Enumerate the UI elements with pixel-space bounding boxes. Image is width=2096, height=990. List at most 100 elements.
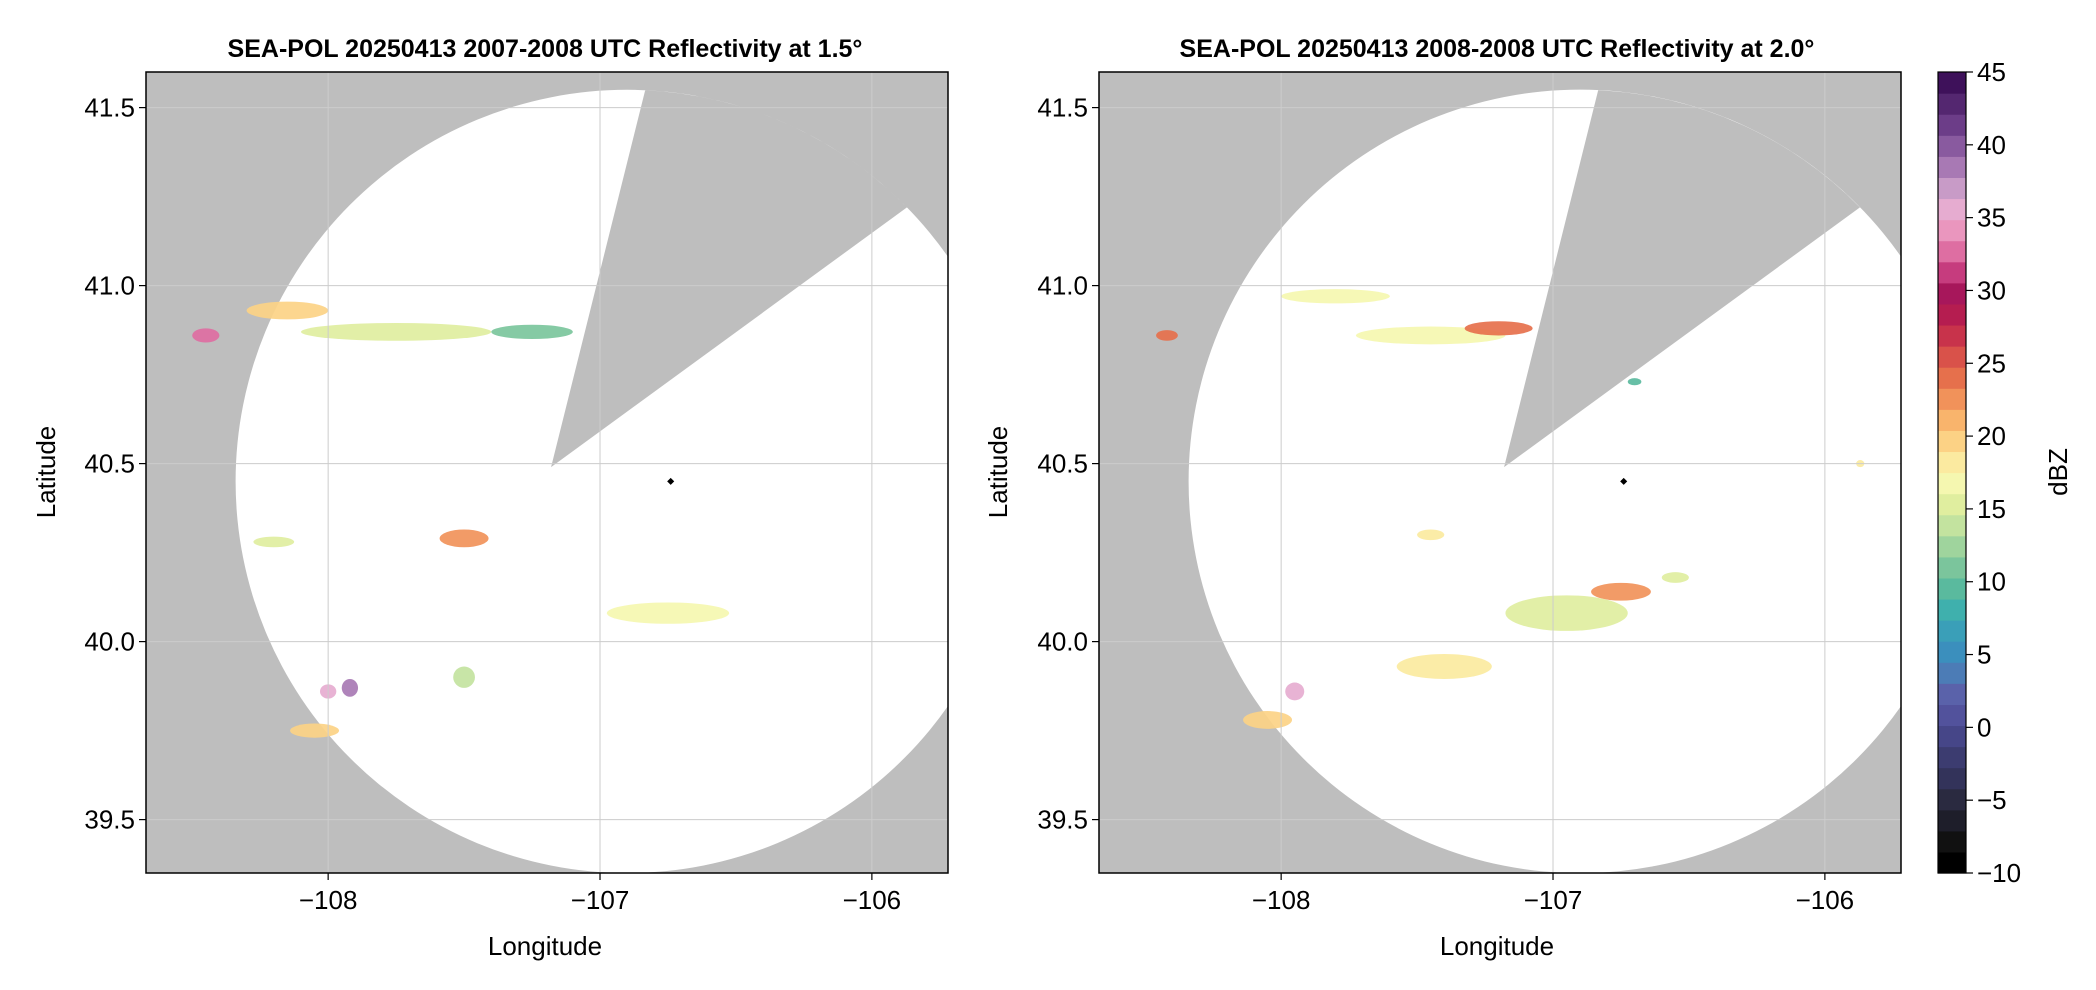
reflectivity-echo — [246, 301, 329, 320]
colorbar-segment — [1938, 472, 1966, 495]
panel-left-y-axis-label: Latitude — [31, 426, 61, 519]
colorbar: −10 −5 0 5 10 15 20 25 30 35 40 45 dBZ — [1937, 57, 2073, 888]
reflectivity-echo — [1505, 595, 1628, 631]
panel-right-title: SEA-POL 20250413 2008-2008 UTC Reflectiv… — [1180, 35, 1815, 63]
colorbar-segment — [1938, 683, 1966, 705]
reflectivity-echo — [300, 322, 492, 341]
panel-right-reflectivity-echoes — [1156, 289, 1865, 729]
colorbar-tick-label: 15 — [1977, 494, 2006, 524]
panel-right: SEA-POL 20250413 2008-2008 UTC Reflectiv… — [983, 35, 1902, 961]
colorbar-segment — [1938, 324, 1966, 347]
colorbar-segment — [1938, 346, 1966, 368]
colorbar-segment — [1938, 72, 1966, 94]
colorbar-segment — [1938, 282, 1966, 305]
colorbar-segment — [1938, 303, 1966, 326]
y-tick-label: 40.5 — [84, 449, 135, 479]
reflectivity-echo — [1243, 711, 1293, 729]
reflectivity-echo — [253, 536, 295, 548]
y-tick-label: 41.0 — [84, 271, 135, 301]
reflectivity-echo — [606, 602, 730, 624]
colorbar-segment — [1938, 662, 1966, 684]
reflectivity-echo — [1627, 378, 1642, 386]
panel-right-x-ticks: −108 −107 −106 — [1252, 873, 1854, 915]
reflectivity-echo — [1591, 582, 1651, 601]
panel-left: SEA-POL 20250413 2007-2008 UTC Reflectiv… — [31, 35, 949, 961]
panel-left-x-ticks: −108 −107 −106 — [299, 873, 901, 915]
colorbar-segment — [1938, 93, 1966, 115]
colorbar-segment — [1938, 704, 1966, 727]
panel-left-title: SEA-POL 20250413 2007-2008 UTC Reflectiv… — [228, 35, 863, 63]
colorbar-tick-label: 45 — [1977, 57, 2006, 87]
reflectivity-echo — [192, 328, 220, 343]
colorbar-tick-label: 20 — [1977, 421, 2006, 451]
colorbar-tick-label: 0 — [1977, 712, 1991, 742]
reflectivity-echo — [1285, 682, 1305, 701]
colorbar-segment — [1938, 535, 1966, 558]
colorbar-segment — [1938, 177, 1966, 200]
colorbar-segment — [1938, 577, 1966, 600]
x-tick-label: −106 — [843, 885, 902, 915]
colorbar-segment — [1938, 156, 1966, 178]
colorbar-segment — [1938, 556, 1966, 579]
colorbar-segment — [1938, 198, 1966, 221]
y-tick-label: 41.0 — [1037, 271, 1088, 301]
colorbar-color-blocks — [1938, 72, 1966, 874]
x-tick-label: −108 — [299, 885, 358, 915]
colorbar-segment — [1938, 493, 1966, 516]
colorbar-tick-label: 25 — [1977, 348, 2006, 378]
y-tick-label: 39.5 — [84, 805, 135, 835]
colorbar-segment — [1938, 114, 1966, 136]
colorbar-label: dBZ — [2043, 448, 2073, 496]
panel-right-y-ticks: 39.5 40.0 40.5 41.0 41.5 — [1037, 93, 1099, 835]
x-tick-label: −107 — [1524, 885, 1583, 915]
panel-left-reflectivity-echoes — [192, 301, 730, 738]
reflectivity-echo — [1661, 572, 1689, 583]
y-tick-label: 40.0 — [1037, 627, 1088, 657]
colorbar-segment — [1938, 388, 1966, 410]
reflectivity-echo — [453, 666, 475, 688]
colorbar-tick-label: −10 — [1977, 858, 2021, 888]
reflectivity-echo — [341, 678, 359, 697]
colorbar-segment — [1938, 135, 1966, 157]
colorbar-segment — [1938, 767, 1966, 790]
colorbar-segment — [1938, 240, 1966, 263]
reflectivity-echo — [439, 529, 489, 548]
colorbar-segment — [1938, 746, 1966, 769]
colorbar-segment — [1938, 219, 1966, 242]
panel-left-frame — [145, 71, 949, 874]
x-tick-label: −106 — [1796, 885, 1855, 915]
reflectivity-echo — [1396, 654, 1492, 679]
panel-right-grid — [1099, 72, 1901, 873]
reflectivity-echo — [1156, 330, 1178, 341]
y-tick-label: 41.5 — [1037, 93, 1088, 123]
colorbar-segment — [1938, 261, 1966, 284]
colorbar-segment — [1938, 788, 1966, 811]
panel-right-y-axis-label: Latitude — [983, 426, 1013, 519]
colorbar-segment — [1938, 430, 1966, 453]
colorbar-tick-label: 40 — [1977, 130, 2006, 160]
colorbar-tick-label: 5 — [1977, 640, 1991, 670]
y-tick-label: 40.5 — [1037, 449, 1088, 479]
panel-left-grid — [146, 72, 948, 873]
colorbar-segment — [1938, 830, 1966, 853]
colorbar-tick-label: −5 — [1977, 785, 2007, 815]
colorbar-frame — [1937, 71, 1967, 874]
y-tick-label: 39.5 — [1037, 805, 1088, 835]
colorbar-tick-label: 35 — [1977, 203, 2006, 233]
y-tick-label: 40.0 — [84, 627, 135, 657]
colorbar-ticks: −10 −5 0 5 10 15 20 25 30 35 40 45 — [1966, 57, 2021, 888]
reflectivity-echo — [1281, 289, 1390, 304]
reflectivity-echo — [1417, 529, 1445, 541]
y-tick-label: 41.5 — [84, 93, 135, 123]
colorbar-tick-label: 10 — [1977, 567, 2006, 597]
panel-left-x-axis-label: Longitude — [488, 931, 602, 961]
colorbar-tick-label: 30 — [1977, 275, 2006, 305]
colorbar-segment — [1938, 641, 1966, 663]
colorbar-segment — [1938, 514, 1966, 537]
colorbar-segment — [1938, 598, 1966, 621]
colorbar-segment — [1938, 367, 1966, 389]
colorbar-segment — [1938, 451, 1966, 474]
panel-right-x-axis-label: Longitude — [1440, 931, 1554, 961]
colorbar-segment — [1938, 851, 1966, 874]
